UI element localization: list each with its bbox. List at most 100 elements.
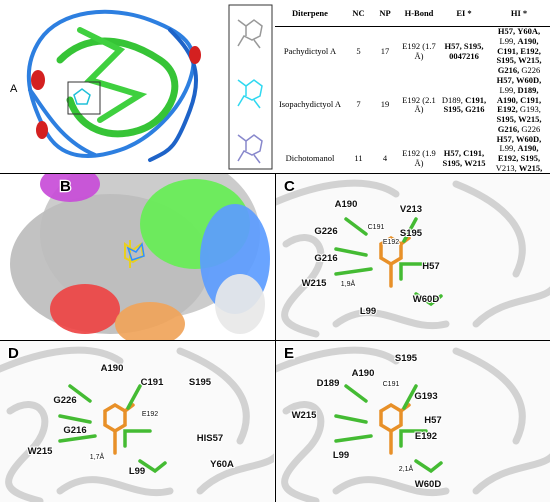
protein-cartoon (26, 9, 201, 162)
residue: E192, (497, 153, 519, 164)
residue-label: W60D (415, 479, 442, 490)
residue-label: C191 (383, 381, 400, 388)
ribbon (332, 476, 450, 497)
ribbon (56, 476, 174, 497)
cell-hbond: E192 (1.7 Å) (402, 40, 436, 61)
ribbon (452, 347, 526, 445)
residue: G226 (521, 123, 541, 134)
table-row: Isopachydictyol A 7 19 E192 (2.1 Å) D189, C1… (275, 75, 550, 135)
residue-label: V213 (400, 204, 422, 215)
residue: A190, (517, 35, 539, 46)
ribbon (0, 346, 124, 373)
residue-label: Y60A (210, 459, 234, 470)
residue: G226 (521, 65, 541, 76)
residue: Y60A, (517, 26, 541, 37)
panel-label: E (284, 345, 294, 362)
residue: S195, (443, 104, 464, 115)
residue-label: 1,9Å (341, 279, 356, 288)
residue-label: G216 (63, 425, 86, 436)
panel: S195 A190 C191 D189 G193 W215 H57 E192 L99 2,1ÅW6… (276, 341, 550, 502)
residue: W215, (518, 162, 543, 173)
residue: S195, (520, 153, 541, 164)
background (276, 341, 550, 502)
ligand-sticks (334, 384, 443, 474)
surface-patch (50, 284, 120, 334)
header-cell: H-Bond (398, 0, 440, 27)
surface (10, 174, 270, 340)
residue-label: L99 (360, 306, 376, 317)
residue-label: S195 (395, 353, 418, 364)
residue-label: W215 (302, 278, 328, 289)
ribbon (332, 309, 450, 330)
residue: G193, (519, 104, 541, 115)
residue: H57, (443, 148, 462, 159)
residue: W215 (464, 158, 486, 169)
residue-label: S195 (189, 377, 212, 388)
residue: 0047216 (449, 50, 479, 61)
residue-label: A190 (101, 363, 124, 374)
panel-label: A (10, 83, 18, 95)
ligand-sticks (58, 384, 167, 474)
residue-label: W215 (292, 410, 318, 421)
residue-label: G193 (414, 391, 437, 402)
cell-name: Isopachydictyol A (278, 99, 342, 110)
cell-nc: 7 (356, 99, 361, 110)
ribbon (472, 453, 550, 495)
residue: H57, (496, 133, 514, 144)
residue-label: W60D (413, 294, 440, 305)
ligands (237, 19, 263, 164)
cell-ei: H57, S195, 0047216 (440, 27, 488, 77)
cartoon (0, 346, 274, 502)
ribbon (276, 179, 400, 206)
residue: S195, (496, 114, 517, 125)
residue-label: E192 (383, 239, 399, 246)
header-cell: NP (372, 0, 398, 27)
surface-patch (40, 174, 100, 202)
residue-label: G216 (314, 253, 337, 264)
residue-label: L99 (333, 450, 349, 461)
residue-label: L99 (129, 466, 145, 477)
residue-label: E192 (142, 411, 158, 418)
residue: E192, (497, 104, 518, 115)
residue-label: C191 (368, 224, 385, 231)
residue-label: G226 (314, 226, 337, 237)
ligand (126, 242, 145, 261)
background (0, 341, 274, 502)
residue: S195, (496, 55, 517, 66)
residue: G216, (497, 65, 520, 76)
residue: S195, (463, 40, 484, 51)
residue: C191, (520, 94, 542, 105)
residue: C191, (465, 94, 487, 105)
header-cell: HI * (488, 0, 550, 27)
ribbon (281, 234, 325, 338)
cartoon (276, 179, 550, 338)
residue-sticks (58, 384, 167, 474)
table-row: Pachydictyol A 5 17 E192 (1.7 Å) H57, S195, … (275, 26, 550, 77)
cartoon (276, 346, 550, 502)
residue: G216 (465, 104, 485, 115)
panel-a: A (10, 4, 273, 170)
residue: A190, (517, 143, 539, 154)
residue-label: HIS57 (197, 433, 223, 444)
header-cell: Diterpene (275, 0, 345, 27)
residue: E192, (520, 45, 541, 56)
residue-label: A190 (352, 368, 375, 379)
residue-label: G226 (53, 395, 76, 406)
residue: L99, (499, 84, 516, 95)
cell-hbond: E192 (2.1 Å) (402, 94, 436, 115)
panel: A190 C191 S195 G226 E192 G216 HIS57 W215 1,7Å L99… (0, 341, 274, 502)
panel-label: B (60, 178, 71, 195)
ribbon (276, 346, 400, 373)
residue-sticks (334, 384, 443, 474)
cell-hi: H57, Y60A, L99, A190, C191, E192, S195, … (488, 26, 550, 77)
residue: W60D, (516, 75, 542, 85)
residue-label: D189 (317, 378, 340, 389)
ribbon (281, 401, 325, 502)
residue: A190, (496, 94, 518, 105)
ribbon (472, 286, 550, 328)
surface-patch (115, 302, 185, 340)
ribbon (196, 453, 274, 495)
panel: B (0, 174, 274, 340)
